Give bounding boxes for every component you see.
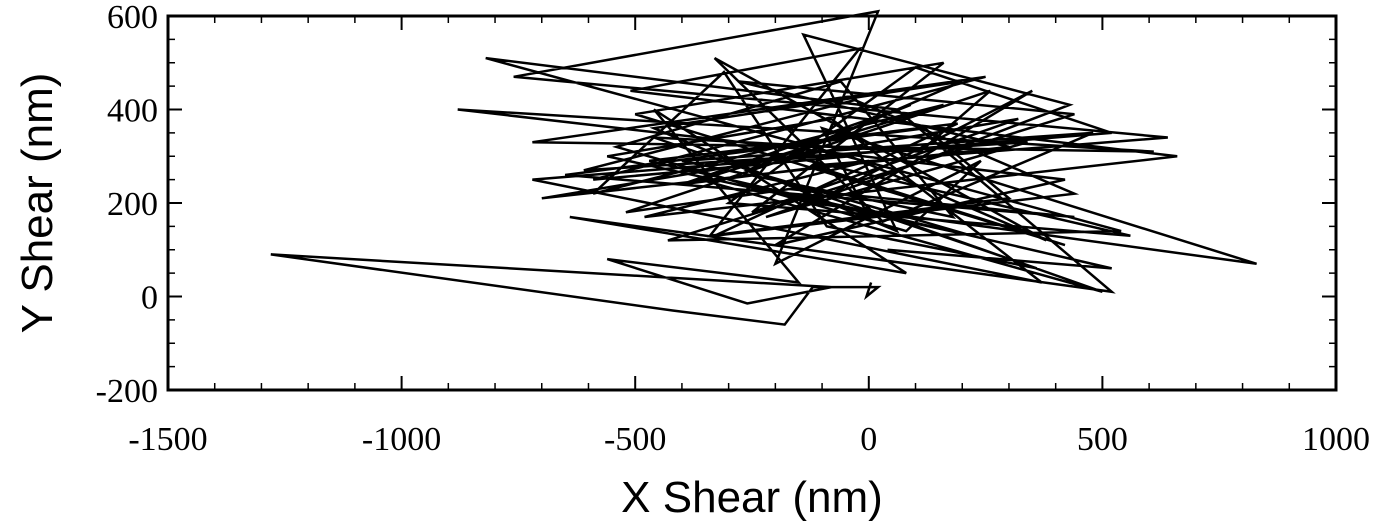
series-layer [270, 9, 1257, 326]
x-tick-label: -1500 [128, 421, 207, 458]
y-tick-label: 200 [107, 186, 158, 223]
x-tick-label: 0 [860, 421, 877, 458]
x-axis-tick-labels: -1500 -1000 -500 0 500 1000 [128, 421, 1370, 458]
plot-frame [166, 14, 1338, 392]
y-tick-label: 0 [141, 280, 158, 317]
x-axis-title: X Shear (nm) [621, 473, 883, 522]
x-tick-label: 500 [1077, 421, 1128, 458]
y-tick-label: 400 [107, 93, 158, 130]
shear-trajectory-line [270, 9, 1257, 326]
x-tick-label: -1000 [362, 421, 441, 458]
x-tick-label: 1000 [1302, 421, 1370, 458]
axis-ticks [167, 15, 1337, 391]
y-tick-label: -200 [96, 373, 158, 410]
axis-minor-ticks [168, 16, 1336, 390]
y-axis-title: Y Shear (nm) [13, 73, 62, 334]
y-axis-tick-labels: -200 0 200 400 600 [96, 0, 158, 410]
y-tick-label: 600 [107, 0, 158, 36]
x-tick-label: -500 [604, 421, 666, 458]
